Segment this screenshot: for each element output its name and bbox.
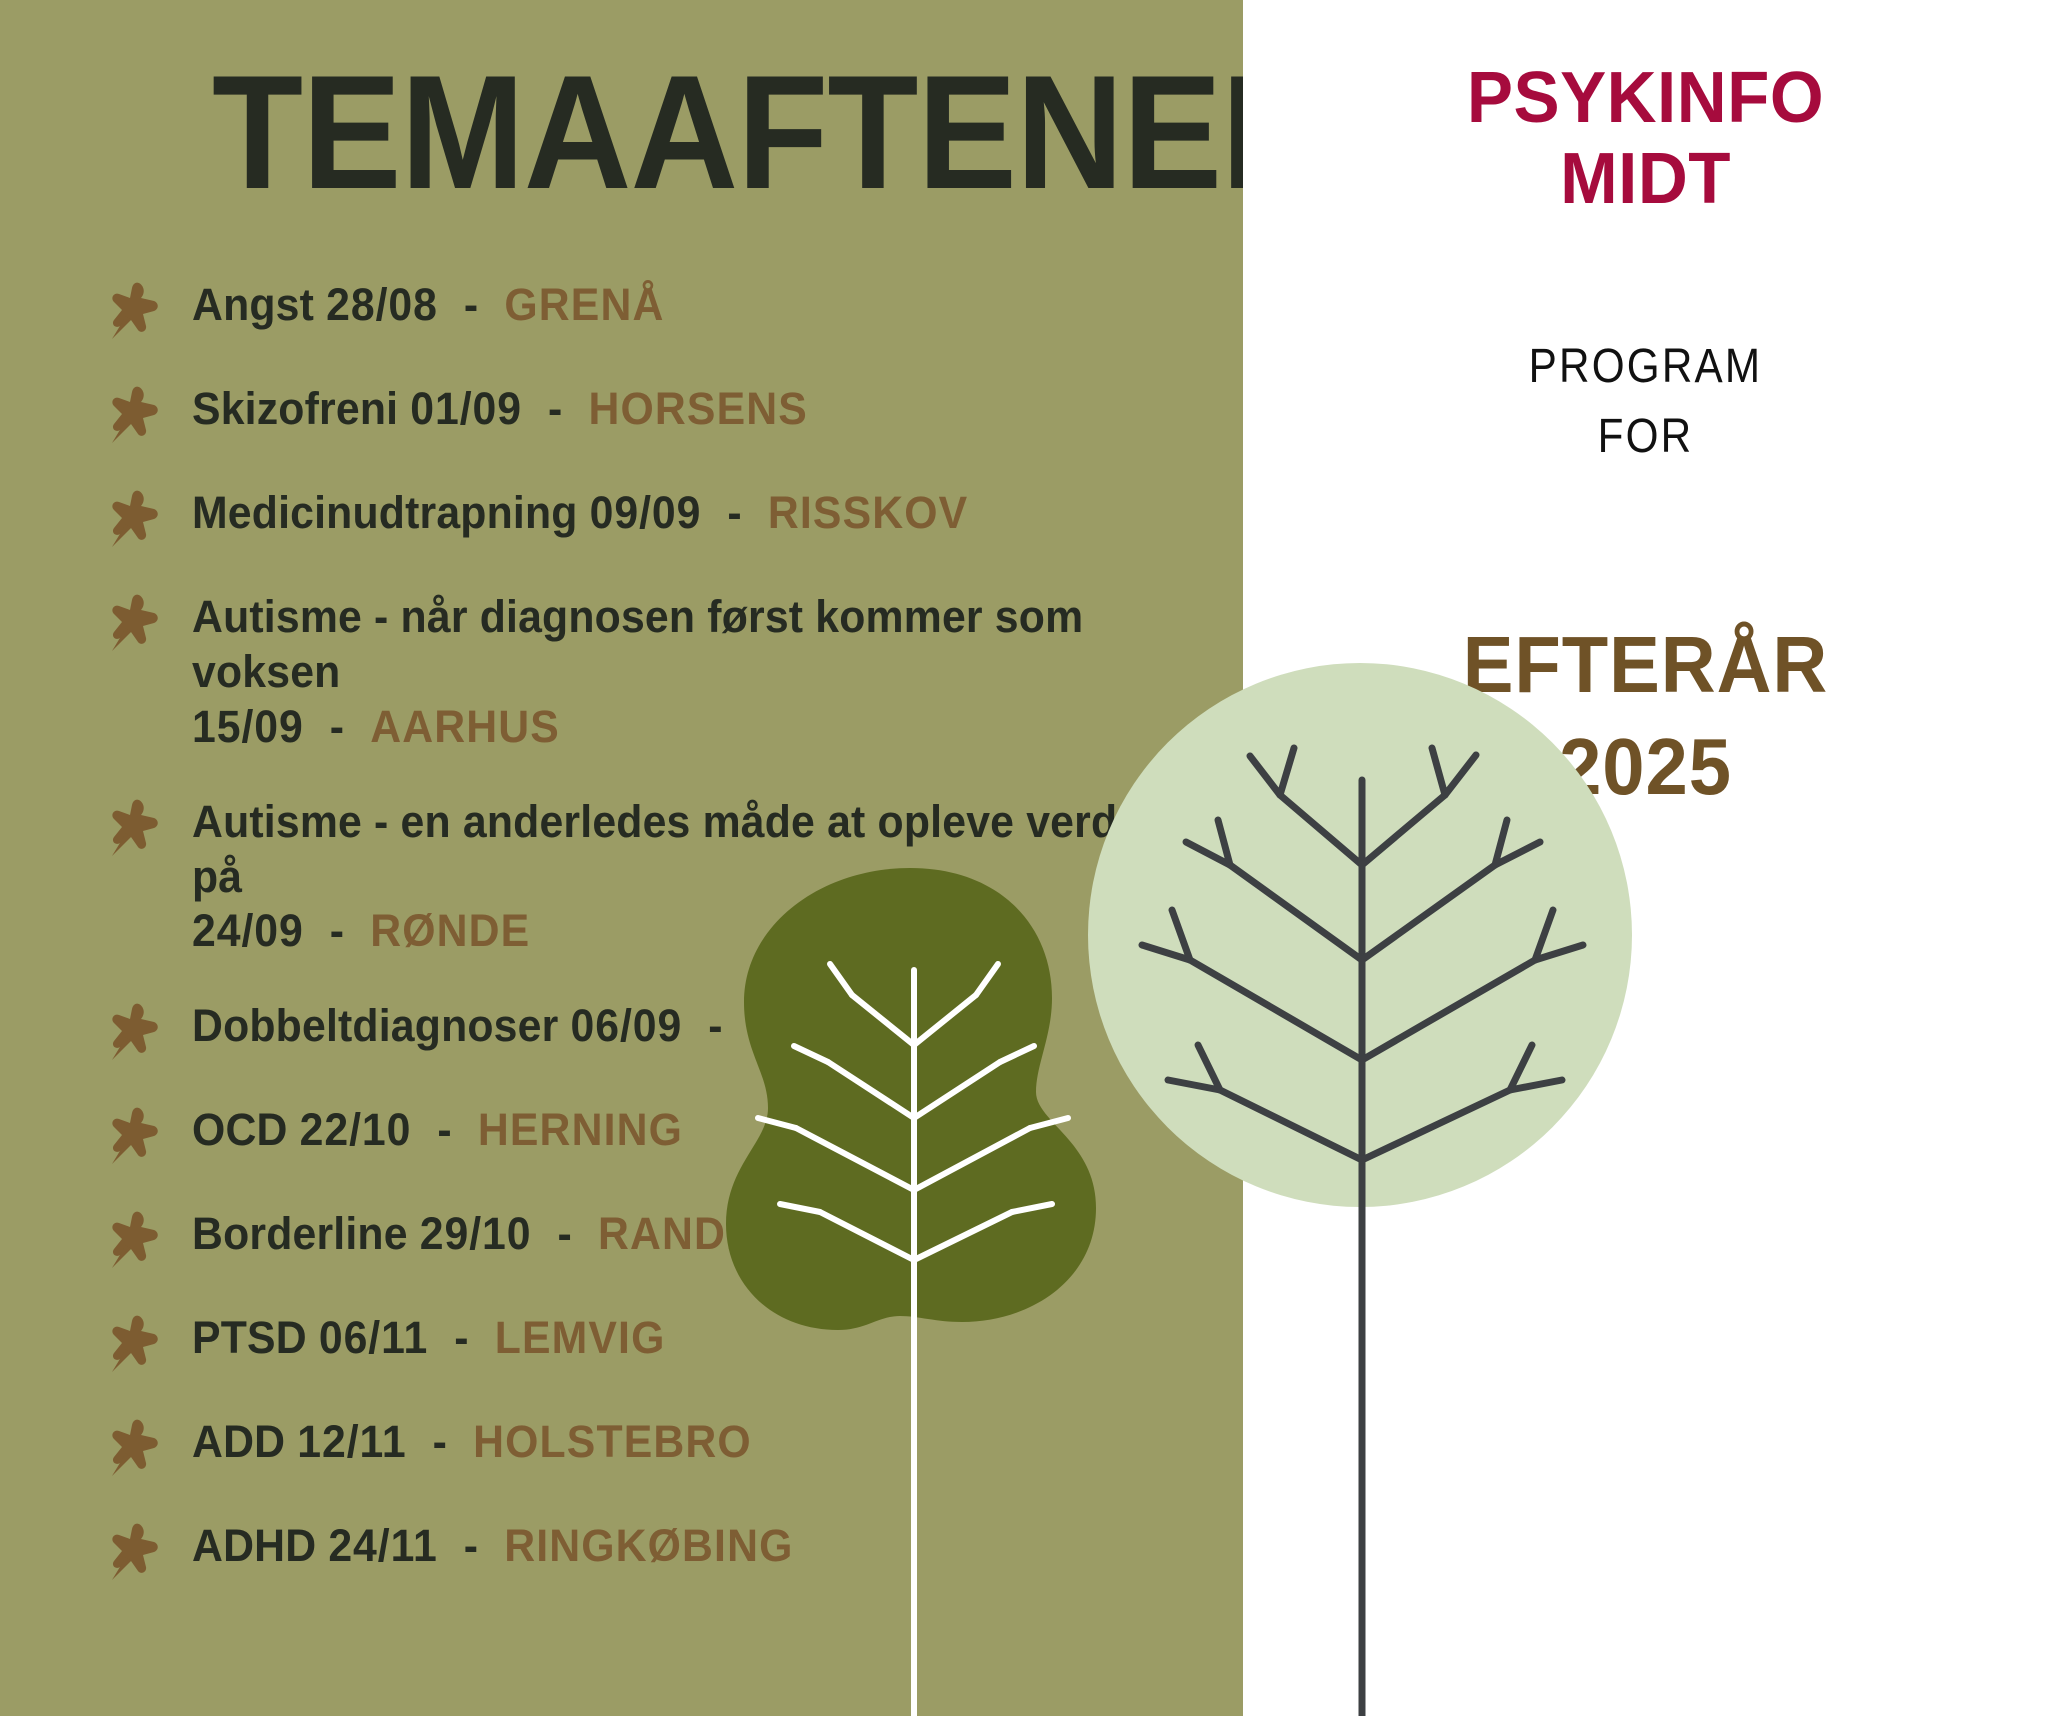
- pushpin-icon: [110, 278, 168, 340]
- event-row: Medicinudtrapning 09/09 - RISSKOV: [110, 486, 1220, 548]
- event-separator: -: [727, 487, 742, 538]
- event-row: Borderline 29/10 - RANDERS: [110, 1207, 1220, 1269]
- program-line2: FOR: [1597, 409, 1694, 463]
- event-city: LEMVIG: [494, 1312, 666, 1364]
- pushpin-icon: [110, 1207, 168, 1269]
- season-line1: EFTERÅR: [1462, 620, 1829, 709]
- event-city: RANDERS: [598, 1208, 818, 1260]
- event-date: 15/09: [192, 700, 304, 752]
- event-text: OCD 22/10 - HERNING: [192, 1103, 1169, 1158]
- event-text: Dobbeltdiagnoser 06/09 - HAMMEL: [192, 999, 1169, 1054]
- event-list: Angst 28/08 - GRENÅ Skizofreni 01/09 - HO…: [110, 278, 1220, 1623]
- event-date: 24/09: [192, 905, 304, 957]
- event-separator: -: [463, 1520, 479, 1572]
- event-topic: Dobbeltdiagnoser: [192, 1000, 559, 1052]
- event-topic: Medicinudtrapning: [192, 487, 578, 538]
- event-row: Dobbeltdiagnoser 06/09 - HAMMEL: [110, 999, 1220, 1061]
- program-line1: PROGRAM: [1528, 340, 1763, 393]
- event-row: OCD 22/10 - HERNING: [110, 1103, 1220, 1165]
- event-row: Skizofreni 01/09 - HORSENS: [110, 382, 1220, 444]
- event-text: Angst 28/08 - GRENÅ: [192, 278, 1169, 333]
- event-separator: -: [329, 700, 345, 752]
- page-title: TEMAAFTENER: [212, 42, 1243, 223]
- event-text: Autisme - når diagnosen først kommer som…: [192, 590, 1169, 755]
- event-city: GRENÅ: [504, 279, 665, 330]
- event-row: ADHD 24/11 - RINGKØBING: [110, 1519, 1220, 1581]
- event-date: 22/10: [299, 1104, 412, 1156]
- event-city: RØNDE: [370, 905, 531, 957]
- event-row: Autisme - en anderledes måde at opleve v…: [110, 795, 1220, 960]
- event-city: HOLSTEBRO: [473, 1416, 752, 1468]
- event-city: HERNING: [477, 1104, 684, 1156]
- event-city: RINGKØBING: [504, 1520, 794, 1572]
- event-date: 24/11: [328, 1520, 438, 1572]
- brand-block: PSYKINFO MIDT: [1243, 58, 2048, 219]
- event-date: 12/11: [297, 1416, 407, 1468]
- event-text: Borderline 29/10 - RANDERS: [192, 1207, 1169, 1262]
- event-topic: PTSD: [192, 1312, 307, 1364]
- brand-name-line1: PSYKINFO: [1466, 58, 1825, 138]
- event-text: PTSD 06/11 - LEMVIG: [192, 1311, 1169, 1366]
- event-date: 29/10: [419, 1208, 532, 1260]
- event-topic: OCD: [192, 1104, 288, 1156]
- event-topic: ADHD: [192, 1520, 317, 1572]
- program-label-block: PROGRAM FOR: [1243, 332, 2048, 471]
- event-city: HAMMEL: [748, 1000, 944, 1052]
- olive-background-panel: TEMAAFTENER Angst 28/08 - GRENÅ Skizofren…: [0, 0, 1243, 1716]
- brand-name-line2: MIDT: [1560, 138, 1731, 219]
- right-info-panel: PSYKINFO MIDT PROGRAM FOR EFTERÅR 2025: [1243, 0, 2048, 1716]
- event-date: 01/09: [410, 383, 523, 434]
- event-topic: Angst: [192, 279, 315, 330]
- event-row: Angst 28/08 - GRENÅ: [110, 278, 1220, 340]
- event-text: Autisme - en anderledes måde at opleve v…: [192, 795, 1169, 960]
- event-separator: -: [432, 1416, 448, 1468]
- event-topic: Autisme - en anderledes måde at opleve v…: [192, 795, 1168, 902]
- event-text: Medicinudtrapning 09/09 - RISSKOV: [192, 486, 1169, 541]
- event-row: Autisme - når diagnosen først kommer som…: [110, 590, 1220, 755]
- pushpin-icon: [110, 590, 168, 652]
- pushpin-icon: [110, 486, 168, 548]
- pushpin-icon: [110, 795, 168, 857]
- event-row: ADD 12/11 - HOLSTEBRO: [110, 1415, 1220, 1477]
- event-city: HORSENS: [588, 383, 808, 434]
- event-topic: Autisme - når diagnosen først kommer som…: [192, 591, 1084, 697]
- pushpin-icon: [110, 382, 168, 444]
- event-date: 06/09: [570, 1000, 683, 1052]
- event-text: ADD 12/11 - HOLSTEBRO: [192, 1415, 1169, 1470]
- event-date: 06/11: [318, 1312, 429, 1364]
- pushpin-icon: [110, 1415, 168, 1477]
- event-separator: -: [463, 279, 479, 330]
- event-text: Skizofreni 01/09 - HORSENS: [192, 382, 1169, 437]
- event-separator: -: [454, 1312, 469, 1364]
- event-topic: ADD: [192, 1416, 286, 1468]
- season-line2: 2025: [1559, 722, 1732, 812]
- event-topic: Skizofreni: [192, 383, 399, 434]
- pushpin-icon: [110, 1519, 168, 1581]
- event-text: ADHD 24/11 - RINGKØBING: [192, 1519, 1169, 1574]
- event-date: 28/08: [326, 279, 438, 330]
- event-date: 09/09: [589, 487, 702, 538]
- event-separator: -: [548, 383, 563, 434]
- event-city: AARHUS: [370, 700, 560, 752]
- event-separator: -: [708, 1000, 723, 1052]
- event-row: PTSD 06/11 - LEMVIG: [110, 1311, 1220, 1373]
- season-block: EFTERÅR 2025: [1243, 614, 2048, 819]
- pushpin-icon: [110, 1103, 168, 1165]
- event-separator: -: [329, 905, 345, 957]
- event-city: RISSKOV: [767, 487, 969, 538]
- pushpin-icon: [110, 999, 168, 1061]
- event-topic: Borderline: [192, 1208, 408, 1260]
- event-separator: -: [437, 1104, 452, 1156]
- event-separator: -: [557, 1208, 572, 1260]
- pushpin-icon: [110, 1311, 168, 1373]
